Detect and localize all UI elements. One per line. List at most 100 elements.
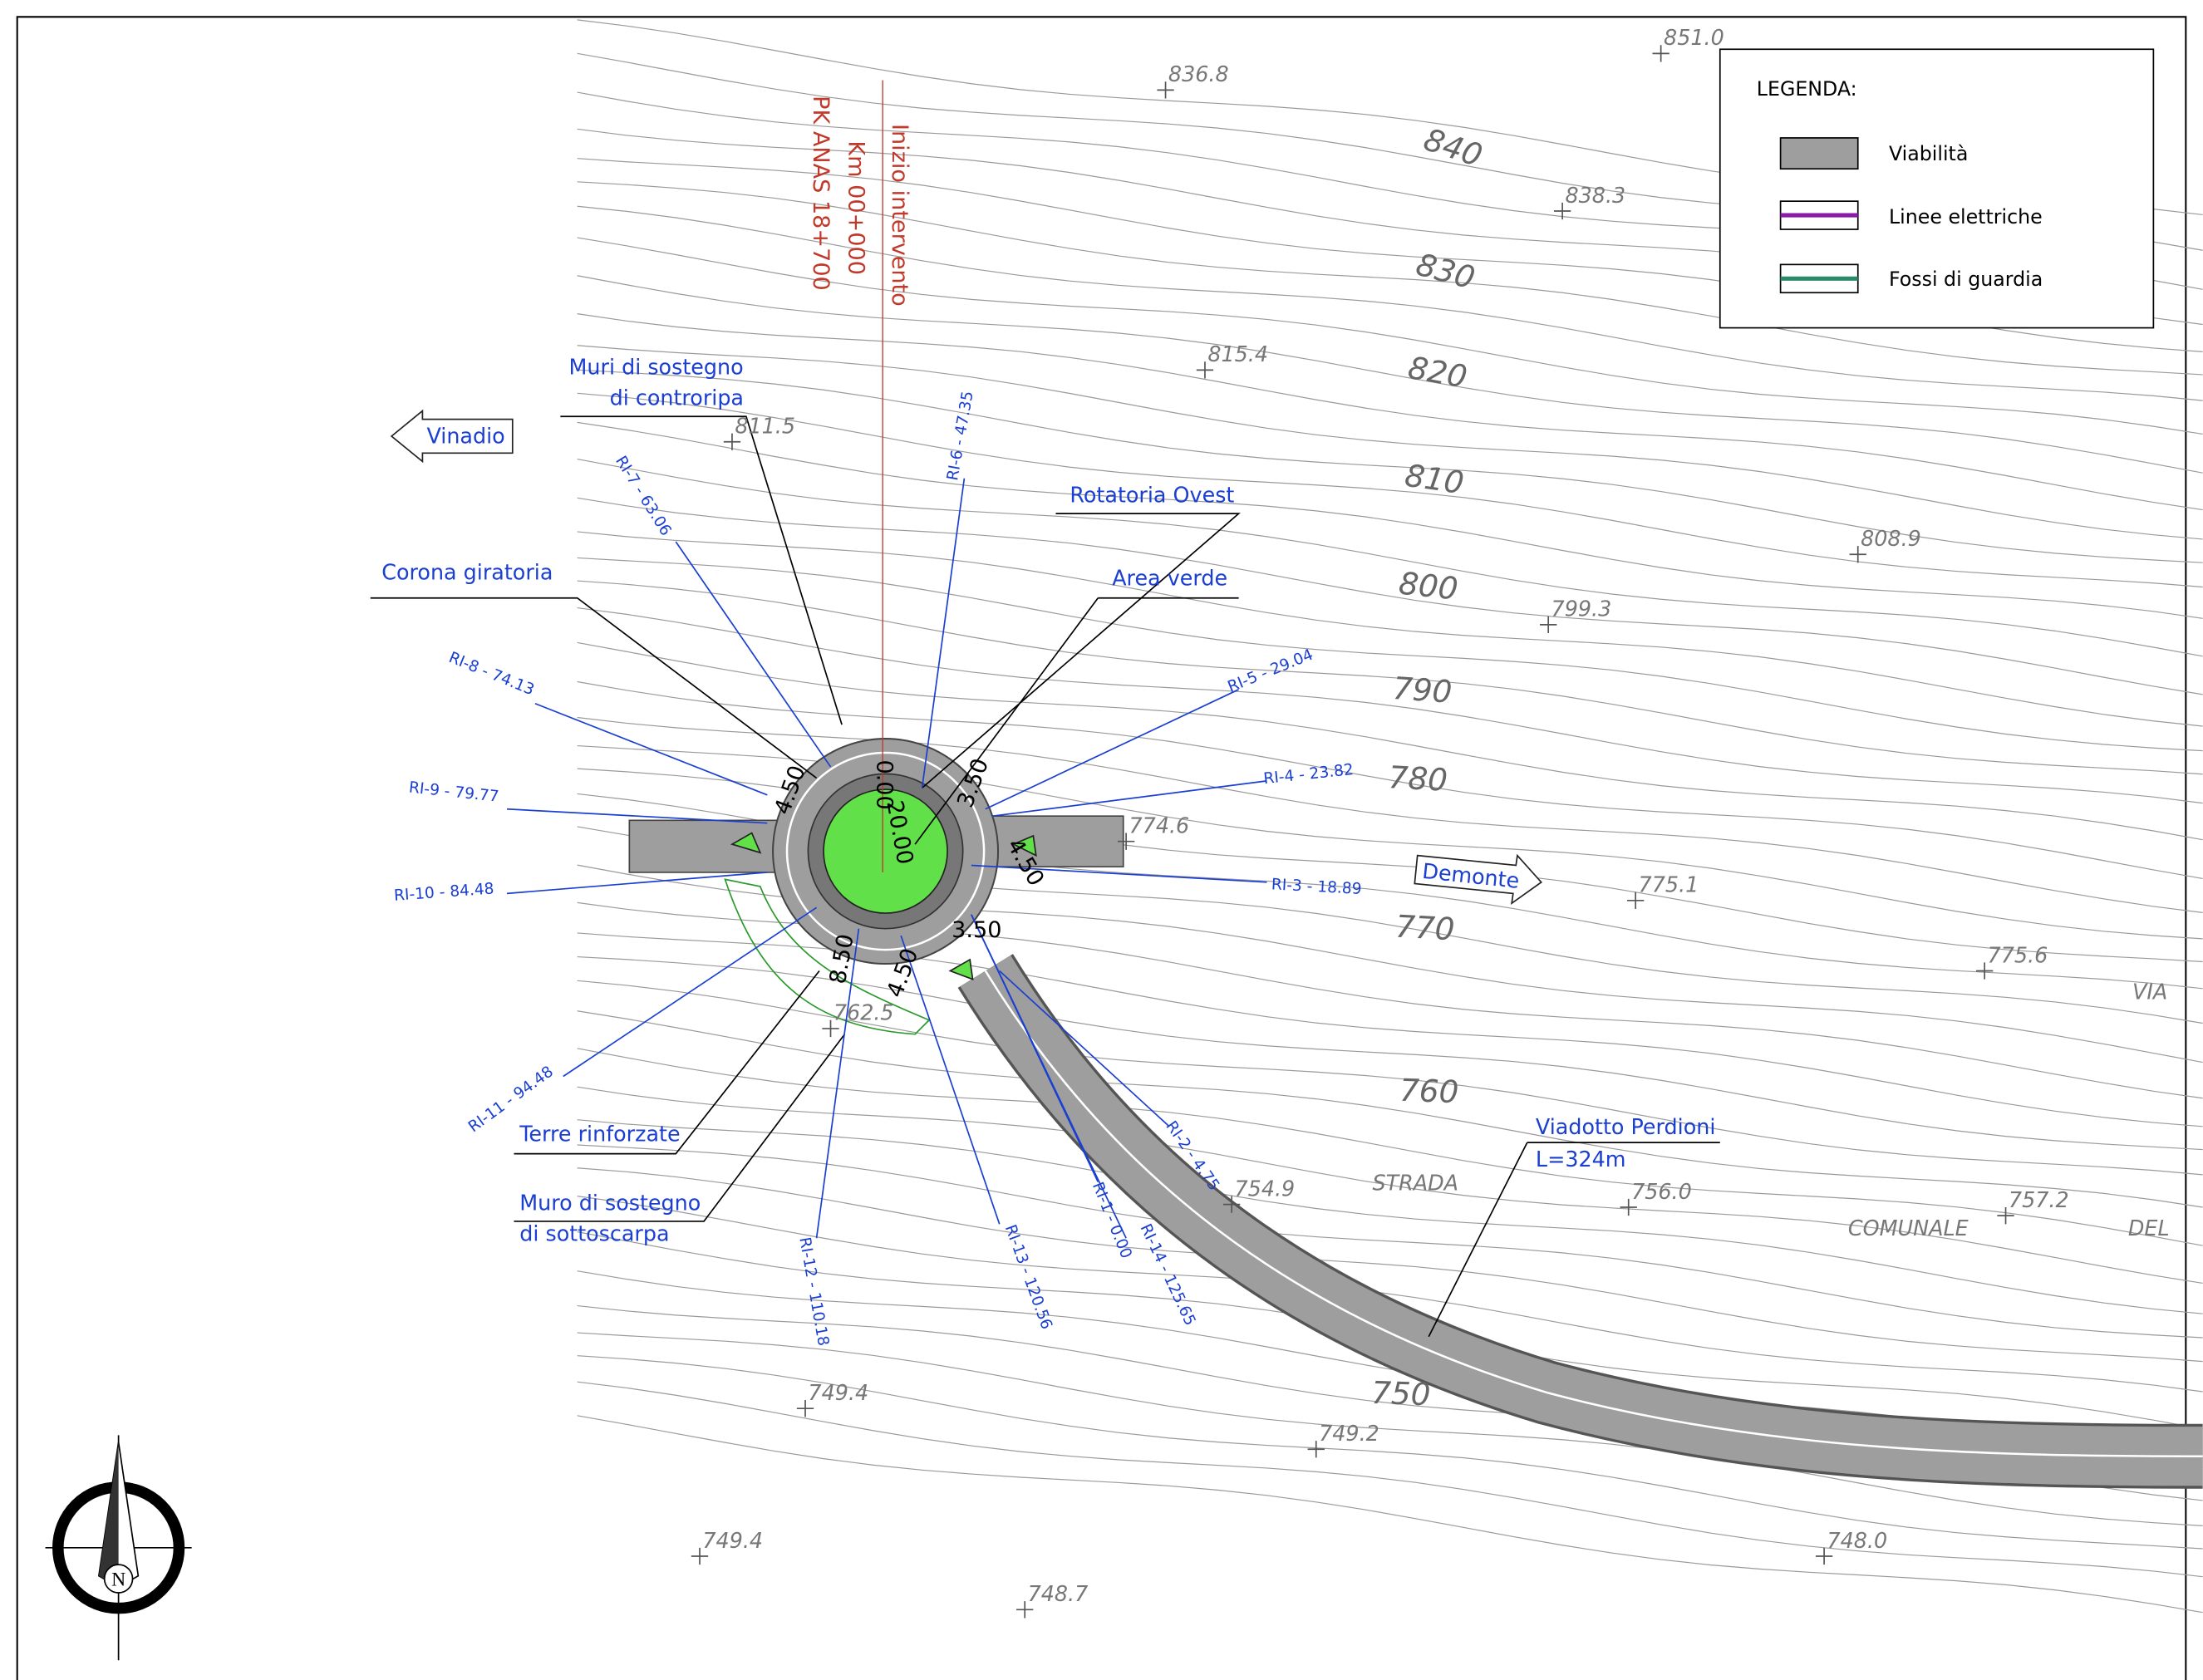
road-name: DEL: [2128, 1216, 2170, 1240]
spot-height: 838.3: [1565, 183, 1625, 208]
legend: LEGENDA: Viabilità Linee elettriche Foss…: [1719, 48, 2155, 329]
spot-mark: [1157, 81, 1174, 99]
spot-height: 749.4: [808, 1380, 868, 1405]
contour-line: [577, 497, 2203, 695]
spot-mark: [1815, 1547, 1833, 1565]
contour-line: [577, 1415, 2203, 1614]
contour-line: [577, 421, 2203, 619]
section-line: [675, 541, 832, 768]
spot-mark: [822, 1019, 839, 1038]
spot-height: 749.4: [702, 1528, 763, 1553]
contour-label: 770: [1394, 908, 1455, 948]
sections: [506, 478, 1267, 1239]
spot-mark: [723, 433, 741, 450]
start-text: Inizio intervento: [887, 124, 912, 307]
contour-line: [577, 1196, 2203, 1393]
spot-mark: [1307, 1441, 1325, 1458]
contour-line: [577, 458, 2203, 657]
contour-label: 780: [1388, 759, 1448, 798]
contour-line: [577, 641, 2203, 841]
spot-height: 757.2: [2009, 1187, 2069, 1212]
contour-line: [577, 275, 2203, 474]
spot-height: 754.9: [1235, 1176, 1296, 1201]
spot-mark: [1652, 45, 1669, 62]
contour-line: [577, 980, 2203, 1176]
contour-line: [577, 1381, 2203, 1578]
spot-mark: [1975, 962, 1994, 980]
spot-mark: [1222, 1196, 1241, 1213]
spot-mark: [691, 1547, 709, 1565]
contour-line: [577, 1144, 2203, 1339]
callout: Area verde: [1112, 565, 1227, 590]
spot-height: 748.7: [1028, 1581, 1089, 1606]
legend-label: Viabilità: [1889, 142, 1968, 165]
spot-mark: [1117, 833, 1135, 850]
road-name: VIA: [2132, 979, 2167, 1004]
contour-line: [577, 531, 2203, 727]
section-line: [921, 478, 966, 788]
contour-line: [577, 1048, 2203, 1246]
start-text: Km 00+000: [843, 140, 869, 275]
callout: di sottoscarpa: [519, 1221, 669, 1246]
callout: di controripa: [610, 386, 744, 410]
leaders: [370, 415, 1720, 1338]
contour-line: [577, 580, 2203, 775]
contour-line: [577, 205, 2203, 401]
spot-mark: [1553, 202, 1571, 220]
contour-label: 750: [1371, 1374, 1432, 1412]
contour-line: [577, 392, 2203, 588]
contour-line: [577, 557, 2203, 752]
contour-label: 810: [1403, 457, 1467, 501]
spot-height: 756.0: [1631, 1179, 1692, 1204]
spot-mark: [1997, 1206, 2014, 1225]
section-line: [992, 780, 1267, 818]
spot-mark: [1540, 616, 1557, 634]
section-line: [971, 914, 1127, 1239]
legend-label: Linee elettriche: [1889, 205, 2043, 228]
section-line: [563, 906, 818, 1078]
spot-height: 749.2: [1319, 1421, 1379, 1446]
contour-label: 790: [1392, 670, 1453, 710]
callout: Rotatoria Ovest: [1070, 483, 1234, 508]
contour-line: [577, 1167, 2203, 1363]
north-arrow: N: [45, 1435, 192, 1661]
contour-label: 760: [1399, 1072, 1459, 1110]
spot-mark: [1016, 1601, 1034, 1619]
contour-line: [577, 680, 2203, 879]
section-line: [971, 864, 1267, 883]
contour-line: [577, 237, 2203, 435]
spot-height: 815.4: [1207, 341, 1268, 366]
section-line: [985, 689, 1239, 810]
contour-line: [577, 1086, 2203, 1285]
spot-mark: [1627, 892, 1645, 909]
section-line: [815, 928, 860, 1239]
contour-line: [577, 607, 2203, 804]
contour-line: [577, 1332, 2203, 1526]
legend-title: LEGENDA:: [1757, 77, 1857, 101]
contour-line: [577, 716, 2203, 913]
spot-height: 762.5: [834, 1000, 894, 1025]
callout: Corona giratoria: [381, 560, 553, 585]
callout: Muri di sostegno: [569, 354, 744, 379]
callout: Muro di sostegno: [519, 1190, 701, 1215]
callout: L=324m: [1536, 1147, 1626, 1172]
section-line: [900, 935, 1001, 1225]
contour-label: 800: [1397, 565, 1459, 607]
spot-mark: [796, 1400, 814, 1417]
spot-height: 836.8: [1168, 61, 1229, 86]
spot-height: 748.0: [1827, 1528, 1887, 1553]
contour-line: [577, 345, 2203, 540]
contour-line: [577, 1355, 2203, 1550]
section-line: [506, 808, 768, 824]
section-line: [506, 872, 768, 895]
legend-label: Fossi di guardia: [1889, 268, 2043, 291]
dimension: 0.00: [871, 759, 897, 809]
road-name: STRADA: [1372, 1171, 1458, 1196]
roads: [628, 738, 2203, 1489]
callout: Terre rinforzate: [519, 1121, 680, 1146]
spot-mark: [1620, 1198, 1637, 1216]
spot-height: 799.3: [1551, 597, 1612, 621]
direction: Vinadio: [426, 423, 504, 448]
svg-text:N: N: [111, 1569, 125, 1591]
